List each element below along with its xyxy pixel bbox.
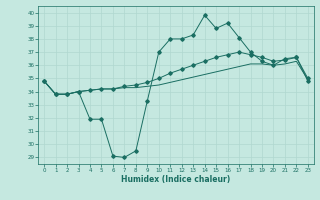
X-axis label: Humidex (Indice chaleur): Humidex (Indice chaleur) xyxy=(121,175,231,184)
